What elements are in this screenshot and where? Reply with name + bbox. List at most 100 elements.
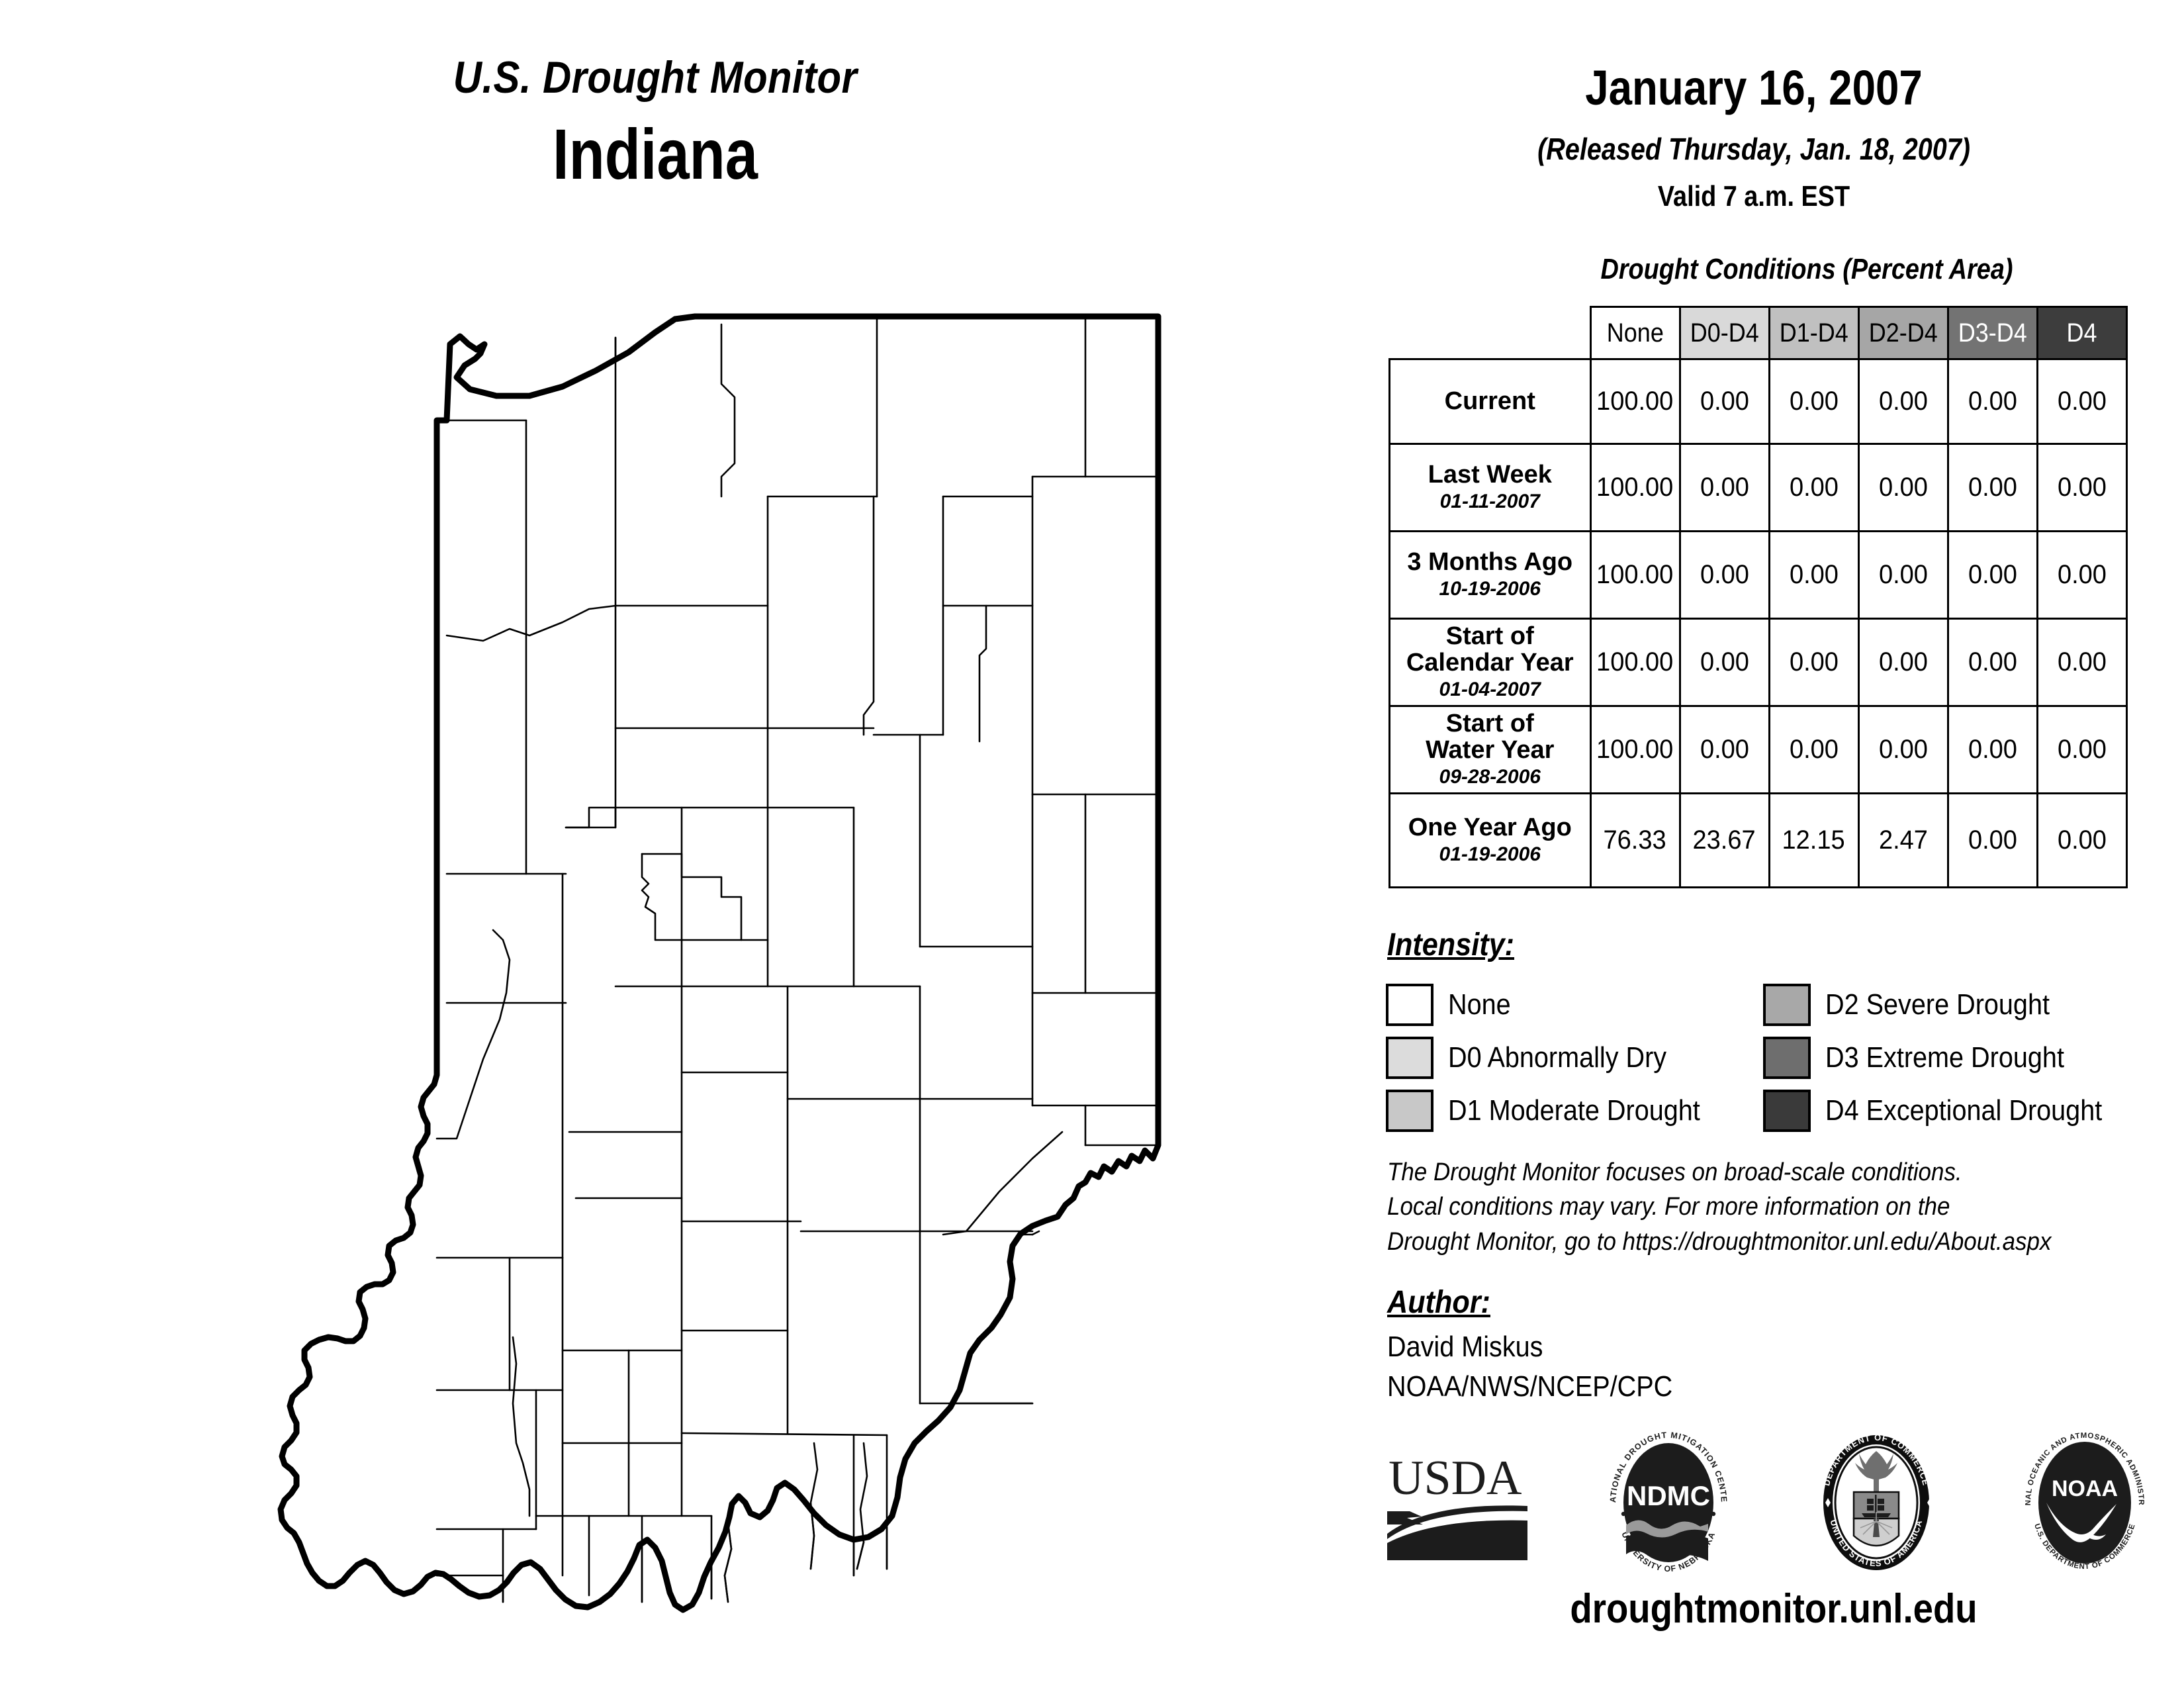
- col-header-d3-d4: D3-D4: [1946, 306, 2038, 360]
- row-date: 01-11-2007: [1439, 491, 1540, 513]
- author-name: David Miskus: [1387, 1331, 1543, 1363]
- cell-lastweek-d1d4: 0.00: [1768, 443, 1860, 532]
- row-date: 10-19-2006: [1439, 578, 1541, 600]
- row-label-start-calendar-year: Start of Calendar Year 01-04-2007: [1388, 618, 1592, 707]
- table-row: Current 100.00 0.00 0.00 0.00 0.00 0.00: [1388, 358, 2128, 445]
- cell-calyear-d0d4: 0.00: [1678, 618, 1770, 707]
- legend-row: None D2 Severe Drought: [1386, 978, 2167, 1031]
- footer-url[interactable]: droughtmonitor.unl.edu: [1570, 1586, 1978, 1632]
- cell-oneyear-d2d4: 2.47: [1857, 792, 1949, 888]
- eagle-icon: [1854, 1451, 1897, 1492]
- doc-seal[interactable]: DEPARTMENT OF COMMERCE UNITED STATES OF …: [1805, 1431, 1948, 1577]
- usda-wordmark: USDA: [1388, 1451, 1522, 1505]
- cell-lastweek-d2d4: 0.00: [1857, 443, 1949, 532]
- table-row: 3 Months Ago 10-19-2006 100.00 0.00 0.00…: [1388, 530, 2128, 620]
- legend-row: D1 Moderate Drought D4 Exceptional Droug…: [1386, 1084, 2167, 1137]
- row-label-3-months-ago: 3 Months Ago 10-19-2006: [1388, 530, 1592, 620]
- cell-wateryear-d0d4: 0.00: [1678, 705, 1770, 794]
- disclaimer-line-3: Drought Monitor, go to https://droughtmo…: [1387, 1227, 2052, 1256]
- cell-oneyear-none: 76.33: [1589, 792, 1681, 888]
- legend-item-d3: D3 Extreme Drought: [1763, 1037, 2160, 1079]
- swatch-d4-icon: [1763, 1090, 1811, 1132]
- legend-item-d0: D0 Abnormally Dry: [1386, 1037, 1763, 1079]
- author-org: NOAA/NWS/NCEP/CPC: [1387, 1370, 1673, 1403]
- release-date: (Released Thursday, Jan. 18, 2007): [1537, 132, 1970, 166]
- legend-label: D1 Moderate Drought: [1448, 1094, 1700, 1127]
- table-caption: Drought Conditions (Percent Area): [1600, 253, 2013, 285]
- row-title-line1: Start of: [1445, 709, 1534, 737]
- intensity-heading: Intensity:: [1387, 927, 1515, 962]
- legend-item-none: None: [1386, 984, 1763, 1026]
- usda-logo[interactable]: USDA: [1383, 1440, 1533, 1569]
- cell-lastweek-d4: 0.00: [2036, 443, 2128, 532]
- noaa-wordmark: NOAA: [2052, 1476, 2118, 1501]
- cell-current-d3d4: 0.00: [1946, 358, 2038, 445]
- cell-calyear-none: 100.00: [1589, 618, 1681, 707]
- noaa-logo[interactable]: NATIONAL OCEANIC AND ATMOSPHERIC ADMINIS…: [2009, 1424, 2158, 1579]
- disclaimer-line-1: The Drought Monitor focuses on broad-sca…: [1387, 1158, 1962, 1186]
- row-title: Current: [1444, 387, 1535, 415]
- cell-current-d4: 0.00: [2036, 358, 2128, 445]
- header-spacer: [1390, 307, 1591, 359]
- cell-calyear-d4: 0.00: [2036, 618, 2128, 707]
- cell-lastweek-none: 100.00: [1589, 443, 1681, 532]
- disclaimer-text: The Drought Monitor focuses on broad-sca…: [1387, 1155, 2112, 1259]
- table-row: Start of Water Year 09-28-2006 100.00 0.…: [1388, 705, 2128, 794]
- legend-label: D3 Extreme Drought: [1825, 1041, 2064, 1074]
- row-label-current: Current: [1388, 358, 1592, 445]
- legend-label: D2 Severe Drought: [1825, 988, 2050, 1021]
- cell-lastweek-d3d4: 0.00: [1946, 443, 2038, 532]
- legend-row: D0 Abnormally Dry D3 Extreme Drought: [1386, 1031, 2167, 1084]
- cell-oneyear-d3d4: 0.00: [1946, 792, 2038, 888]
- cell-wateryear-none: 100.00: [1589, 705, 1681, 794]
- author-heading: Author:: [1387, 1285, 1490, 1320]
- row-title: Last Week: [1428, 460, 1552, 489]
- swatch-d3-icon: [1763, 1037, 1811, 1079]
- cell-3months-d3d4: 0.00: [1946, 530, 2038, 620]
- agency-logos: USDA NATIONAL DROUGHT MITIGATI: [1370, 1424, 2171, 1579]
- info-panel: January 16, 2007 (Released Thursday, Jan…: [1363, 0, 2184, 1688]
- disclaimer-line-2: Local conditions may vary. For more info…: [1387, 1193, 1950, 1221]
- col-header-none: None: [1589, 306, 1681, 360]
- swatch-d1-icon: [1386, 1090, 1433, 1132]
- program-title: U.S. Drought Monitor: [453, 52, 858, 103]
- cell-wateryear-d4: 0.00: [2036, 705, 2128, 794]
- map-date: January 16, 2007: [1585, 60, 1923, 115]
- cell-oneyear-d1d4: 12.15: [1768, 792, 1860, 888]
- map-panel: U.S. Drought Monitor Indiana: [218, 52, 1185, 1642]
- legend-label: D4 Exceptional Drought: [1825, 1094, 2103, 1127]
- row-date: 09-28-2006: [1439, 766, 1541, 788]
- row-title: One Year Ago: [1408, 813, 1572, 841]
- cell-current-d0d4: 0.00: [1678, 358, 1770, 445]
- cell-calyear-d1d4: 0.00: [1768, 618, 1860, 707]
- table-row: One Year Ago 01-19-2006 76.33 23.67 12.1…: [1388, 792, 2128, 888]
- row-title-line2: Water Year: [1426, 735, 1555, 764]
- table-header-row: None D0-D4 D1-D4 D2-D4 D3-D4 D4: [1390, 306, 2128, 360]
- indiana-county-map[interactable]: [218, 278, 1185, 1642]
- col-header-d1-d4: D1-D4: [1768, 306, 1860, 360]
- indiana-state-outline: [277, 313, 1161, 1613]
- ndmc-logo[interactable]: NATIONAL DROUGHT MITIGATION CENTER UNIVE…: [1594, 1424, 1740, 1577]
- row-title-line2: Calendar Year: [1406, 648, 1574, 677]
- row-date: 01-19-2006: [1439, 843, 1541, 866]
- legend-item-d4: D4 Exceptional Drought: [1763, 1090, 2160, 1132]
- county-lines-overlay: [435, 316, 1160, 1603]
- cell-current-d2d4: 0.00: [1857, 358, 1949, 445]
- legend-label: D0 Abnormally Dry: [1448, 1041, 1667, 1074]
- cell-3months-d4: 0.00: [2036, 530, 2128, 620]
- legend-label: None: [1448, 988, 1511, 1021]
- row-label-last-week: Last Week 01-11-2007: [1388, 443, 1592, 532]
- indiana-map-svg[interactable]: [218, 278, 1185, 1642]
- cell-current-d1d4: 0.00: [1768, 358, 1860, 445]
- cell-oneyear-d0d4: 23.67: [1678, 792, 1770, 888]
- cell-3months-d0d4: 0.00: [1678, 530, 1770, 620]
- intensity-legend: None D2 Severe Drought D0 Abnormally Dry…: [1386, 978, 2167, 1137]
- swatch-d0-icon: [1386, 1037, 1433, 1079]
- valid-time: Valid 7 a.m. EST: [1657, 180, 1850, 212]
- cell-3months-d2d4: 0.00: [1857, 530, 1949, 620]
- cell-calyear-d3d4: 0.00: [1946, 618, 2038, 707]
- table-row: Start of Calendar Year 01-04-2007 100.00…: [1388, 618, 2128, 707]
- row-label-start-water-year: Start of Water Year 09-28-2006: [1388, 705, 1592, 794]
- cell-wateryear-d1d4: 0.00: [1768, 705, 1860, 794]
